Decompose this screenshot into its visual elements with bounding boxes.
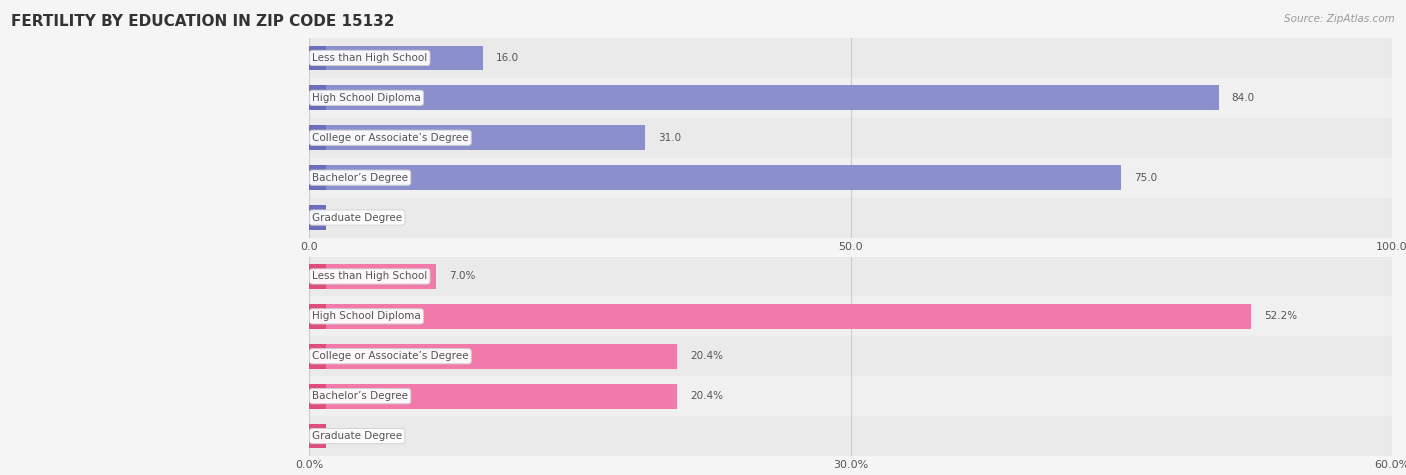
- Bar: [309, 264, 326, 289]
- Text: College or Associate’s Degree: College or Associate’s Degree: [312, 351, 468, 361]
- Text: Source: ZipAtlas.com: Source: ZipAtlas.com: [1284, 14, 1395, 24]
- Bar: [309, 416, 1392, 456]
- Bar: [309, 344, 678, 369]
- Text: Graduate Degree: Graduate Degree: [312, 212, 402, 223]
- Bar: [309, 296, 1392, 336]
- Bar: [309, 125, 326, 150]
- Text: 7.0%: 7.0%: [449, 271, 475, 282]
- Bar: [309, 336, 1392, 376]
- Text: 75.0: 75.0: [1135, 172, 1157, 183]
- Bar: [309, 38, 1392, 78]
- Text: 16.0: 16.0: [495, 53, 519, 63]
- Bar: [309, 86, 326, 110]
- Bar: [309, 256, 1392, 296]
- Text: High School Diploma: High School Diploma: [312, 93, 420, 103]
- Text: 20.4%: 20.4%: [690, 391, 724, 401]
- Text: Less than High School: Less than High School: [312, 271, 427, 282]
- Text: Graduate Degree: Graduate Degree: [312, 431, 402, 441]
- Text: Bachelor’s Degree: Bachelor’s Degree: [312, 172, 408, 183]
- Bar: [309, 125, 645, 150]
- Bar: [309, 86, 1219, 110]
- Bar: [309, 264, 436, 289]
- Text: FERTILITY BY EDUCATION IN ZIP CODE 15132: FERTILITY BY EDUCATION IN ZIP CODE 15132: [11, 14, 395, 29]
- Text: 20.4%: 20.4%: [690, 351, 724, 361]
- Bar: [309, 198, 1392, 238]
- Bar: [309, 118, 1392, 158]
- Bar: [309, 165, 326, 190]
- Bar: [309, 304, 1251, 329]
- Bar: [309, 384, 678, 408]
- Bar: [309, 165, 1122, 190]
- Bar: [309, 424, 326, 448]
- Bar: [309, 158, 1392, 198]
- Text: 0.0%: 0.0%: [339, 431, 364, 441]
- Text: 84.0: 84.0: [1232, 93, 1254, 103]
- Bar: [309, 78, 1392, 118]
- Text: 0.0: 0.0: [339, 212, 354, 223]
- Bar: [309, 46, 326, 70]
- Text: 52.2%: 52.2%: [1264, 311, 1298, 322]
- Bar: [309, 205, 326, 230]
- Bar: [309, 46, 482, 70]
- Text: 31.0: 31.0: [658, 133, 681, 143]
- Text: Bachelor’s Degree: Bachelor’s Degree: [312, 391, 408, 401]
- Text: Less than High School: Less than High School: [312, 53, 427, 63]
- Bar: [309, 304, 326, 329]
- Text: College or Associate’s Degree: College or Associate’s Degree: [312, 133, 468, 143]
- Bar: [309, 344, 326, 369]
- Bar: [309, 384, 326, 408]
- Bar: [309, 376, 1392, 416]
- Text: High School Diploma: High School Diploma: [312, 311, 420, 322]
